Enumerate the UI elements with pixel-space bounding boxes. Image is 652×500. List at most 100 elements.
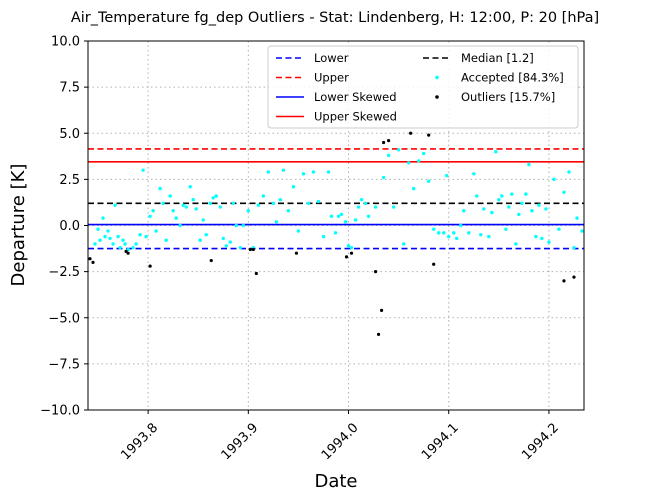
- outlier-point: [349, 251, 354, 255]
- accepted-point: [286, 209, 291, 213]
- accepted-point: [291, 185, 296, 189]
- accepted-point: [530, 209, 534, 213]
- accepted-point: [431, 227, 436, 231]
- accepted-point: [540, 236, 544, 241]
- accepted-point: [134, 242, 138, 246]
- legend: Lower Median [1.2] Upper Accepted [84.3%] Lo…: [267, 45, 579, 129]
- accepted-point: [339, 212, 344, 217]
- accepted-point: [363, 201, 368, 206]
- accepted-point: [321, 234, 326, 239]
- y-tick-label: −10.0: [40, 404, 80, 419]
- accepted-point: [416, 159, 421, 163]
- accepted-point: [475, 194, 479, 198]
- accepted-point: [208, 201, 212, 206]
- outlier-point: [373, 270, 378, 274]
- accepted-point: [349, 245, 354, 250]
- accepted-point: [504, 227, 508, 231]
- y-tick-label: −7.5: [48, 357, 80, 372]
- accepted-point: [106, 229, 110, 233]
- y-axis: 10.0 7.5 5.0 2.5 0.0 −2.5 −5.0 −7.5 −10.0: [40, 35, 88, 419]
- accepted-point: [316, 199, 321, 204]
- accepted-point: [96, 227, 100, 231]
- gridlines: [88, 41, 584, 410]
- accepted-point: [329, 214, 334, 218]
- accepted-point: [353, 218, 358, 222]
- accepted-point: [101, 216, 105, 220]
- accepted-point: [121, 238, 125, 242]
- outlier-point: [562, 279, 566, 283]
- outlier-point: [572, 275, 576, 279]
- accepted-point: [111, 242, 115, 246]
- accepted-point: [174, 216, 178, 220]
- legend-label-upper-skewed: Upper Skewed: [314, 110, 397, 124]
- x-tick-label: 1994.2: [519, 420, 562, 463]
- accepted-point: [524, 192, 528, 196]
- accepted-point: [482, 207, 486, 211]
- accepted-point: [198, 238, 202, 242]
- accepted-point: [158, 186, 162, 191]
- accepted-point: [333, 231, 338, 235]
- accepted-point: [507, 205, 511, 209]
- accepted-point: [373, 205, 378, 209]
- accepted-point: [447, 234, 451, 239]
- accepted-point: [261, 194, 266, 198]
- x-axis: 1993.8 1993.9 1994.0 1994.1 1994.2: [118, 410, 562, 463]
- x-tick-label: 1993.9: [219, 420, 262, 463]
- accepted-point: [421, 151, 426, 156]
- accepted-point: [246, 209, 251, 213]
- accepted-point: [234, 223, 238, 228]
- accepted-point: [567, 170, 571, 174]
- accepted-point: [514, 242, 518, 246]
- accepted-point: [572, 245, 576, 250]
- accepted-point: [487, 234, 491, 239]
- accepted-point: [411, 186, 416, 191]
- x-tick-label: 1994.1: [419, 420, 462, 463]
- x-axis-label: Date: [314, 471, 357, 492]
- accepted-point: [188, 185, 192, 189]
- accepted-point: [396, 148, 401, 152]
- scatter-points: [88, 131, 584, 336]
- accepted-point: [517, 212, 521, 217]
- accepted-point: [164, 238, 168, 242]
- reference-lines: [88, 148, 584, 250]
- accepted-point: [346, 244, 351, 248]
- accepted-point: [214, 194, 218, 198]
- accepted-point: [301, 172, 306, 176]
- accepted-point: [437, 231, 441, 235]
- accepted-point: [211, 196, 215, 200]
- accepted-point: [527, 162, 531, 167]
- accepted-point: [479, 233, 483, 237]
- y-tick-label: 0.0: [59, 219, 80, 234]
- accepted-point: [537, 203, 541, 207]
- legend-label-lower: Lower: [314, 51, 349, 65]
- accepted-point: [194, 207, 198, 211]
- accepted-point: [103, 234, 107, 239]
- accepted-point: [391, 205, 396, 209]
- accepted-point: [93, 242, 97, 246]
- outlier-point: [427, 133, 431, 137]
- outlier-point: [126, 251, 130, 255]
- accepted-point: [231, 201, 235, 206]
- x-tick-label: 1993.8: [118, 420, 161, 463]
- y-tick-label: 10.0: [51, 35, 80, 50]
- outlier-point: [344, 255, 349, 259]
- outlier-point: [381, 140, 386, 145]
- accepted-point: [228, 240, 232, 244]
- outlier-point: [432, 262, 436, 266]
- legend-label-upper: Upper: [314, 71, 349, 85]
- outlier-point: [409, 131, 413, 135]
- accepted-point: [113, 203, 117, 207]
- accepted-point: [575, 216, 579, 220]
- accepted-point: [191, 197, 195, 202]
- accepted-point: [455, 236, 459, 241]
- accepted-point: [151, 209, 155, 213]
- accepted-point: [510, 192, 514, 196]
- accepted-point: [274, 220, 279, 224]
- outlier-point: [376, 332, 381, 336]
- accepted-point: [472, 172, 476, 176]
- accepted-point: [557, 227, 561, 231]
- accepted-point: [108, 236, 112, 241]
- legend-label-median: Median [1.2]: [461, 51, 534, 65]
- accepted-point: [311, 170, 316, 174]
